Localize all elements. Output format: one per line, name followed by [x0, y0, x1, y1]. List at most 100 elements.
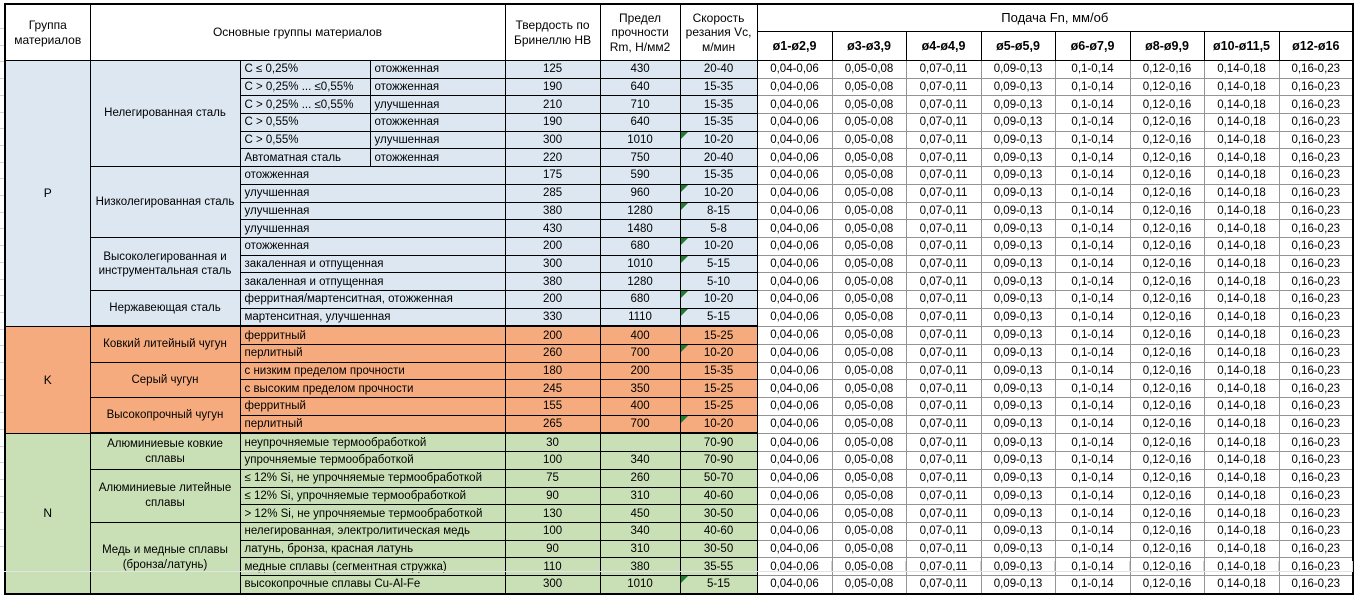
- cell-feed-8[interactable]: 0,16-0,23: [1278, 77, 1354, 97]
- cell-feed-2[interactable]: 0,05-0,08: [831, 289, 907, 309]
- cell-description[interactable]: закаленная и отпущенная: [239, 254, 506, 274]
- cell-feed-4[interactable]: 0,09-0,13: [980, 95, 1056, 115]
- cell-feed-3[interactable]: 0,07-0,11: [905, 77, 982, 97]
- cell-feed-8[interactable]: 0,16-0,23: [1278, 521, 1354, 541]
- cell-feed-3[interactable]: 0,07-0,11: [905, 289, 982, 309]
- cell-cutting-speed-vc[interactable]: 10-20: [679, 236, 758, 256]
- cell-feed-4[interactable]: 0,09-0,13: [980, 148, 1056, 168]
- cell-cutting-speed-vc[interactable]: 15-25: [679, 325, 758, 346]
- cell-feed-6[interactable]: 0,12-0,16: [1129, 236, 1205, 256]
- cell-strength-rm[interactable]: 680: [599, 236, 681, 256]
- cell-description[interactable]: ферритный: [239, 325, 506, 346]
- cell-strength-rm[interactable]: 340: [599, 521, 681, 541]
- cell-strength-rm[interactable]: 750: [599, 148, 681, 168]
- cell-feed-3[interactable]: 0,07-0,11: [905, 130, 982, 150]
- cell-cutting-speed-vc[interactable]: 10-20: [679, 344, 758, 363]
- cell-cutting-speed-vc[interactable]: 8-15: [679, 201, 758, 221]
- cell-description[interactable]: улучшенная: [239, 219, 506, 238]
- cell-feed-7[interactable]: 0,14-0,18: [1203, 60, 1280, 79]
- cell-feed-5[interactable]: 0,1-0,14: [1054, 414, 1131, 434]
- header-tensile-strength[interactable]: Предел прочности Rm, Н/мм2: [599, 3, 681, 61]
- cell-hardness-hb[interactable]: 200: [504, 236, 601, 256]
- cell-feed-1[interactable]: 0,04-0,06: [756, 432, 833, 453]
- cell-cutting-speed-vc[interactable]: 10-20: [679, 130, 758, 150]
- cell-feed-7[interactable]: 0,14-0,18: [1203, 201, 1280, 221]
- cell-feed-7[interactable]: 0,14-0,18: [1203, 325, 1280, 346]
- cell-feed-6[interactable]: 0,12-0,16: [1129, 95, 1205, 115]
- cell-feed-2[interactable]: 0,05-0,08: [831, 361, 907, 381]
- cell-description[interactable]: улучшенная: [239, 201, 506, 221]
- cell-feed-7[interactable]: 0,14-0,18: [1203, 236, 1280, 256]
- cell-description[interactable]: ≤ 12% Si, упрочняемые термообработкой: [239, 486, 506, 506]
- cell-feed-2[interactable]: 0,05-0,08: [831, 95, 907, 115]
- cell-description[interactable]: с низким пределом прочности: [239, 361, 506, 381]
- cell-feed-7[interactable]: 0,14-0,18: [1203, 468, 1280, 488]
- cell-strength-rm[interactable]: 310: [599, 486, 681, 506]
- cell-feed-2[interactable]: 0,05-0,08: [831, 325, 907, 346]
- cell-feed-4[interactable]: 0,09-0,13: [980, 130, 1056, 150]
- cell-feed-2[interactable]: 0,05-0,08: [831, 504, 907, 523]
- cell-description[interactable]: закаленная и отпущенная: [239, 272, 506, 291]
- cell-feed-3[interactable]: 0,07-0,11: [905, 95, 982, 115]
- cell-strength-rm[interactable]: 430: [599, 60, 681, 79]
- cell-feed-1[interactable]: 0,04-0,06: [756, 344, 833, 363]
- cell-hardness-hb[interactable]: 180: [504, 361, 601, 381]
- cell-feed-8[interactable]: 0,16-0,23: [1278, 432, 1354, 453]
- cell-feed-2[interactable]: 0,05-0,08: [831, 77, 907, 97]
- cell-feed-7[interactable]: 0,14-0,18: [1203, 397, 1280, 416]
- cell-cutting-speed-vc[interactable]: 15-35: [679, 77, 758, 97]
- cell-feed-8[interactable]: 0,16-0,23: [1278, 361, 1354, 381]
- cell-strength-rm[interactable]: 450: [599, 504, 681, 523]
- cell-feed-8[interactable]: 0,16-0,23: [1278, 574, 1354, 595]
- cell-feed-1[interactable]: 0,04-0,06: [756, 486, 833, 506]
- cell-feed-2[interactable]: 0,05-0,08: [831, 539, 907, 559]
- cell-feed-1[interactable]: 0,04-0,06: [756, 272, 833, 291]
- cell-feed-4[interactable]: 0,09-0,13: [980, 325, 1056, 346]
- cell-feed-5[interactable]: 0,1-0,14: [1054, 451, 1131, 470]
- cell-hardness-hb[interactable]: 380: [504, 272, 601, 291]
- cell-feed-2[interactable]: 0,05-0,08: [831, 60, 907, 79]
- cell-description[interactable]: латунь, бронза, красная латунь: [239, 539, 506, 559]
- cell-feed-2[interactable]: 0,05-0,08: [831, 344, 907, 363]
- cell-feed-4[interactable]: 0,09-0,13: [980, 307, 1056, 327]
- cell-strength-rm[interactable]: 640: [599, 113, 681, 132]
- cell-state[interactable]: улучшенная: [369, 130, 506, 150]
- cell-feed-7[interactable]: 0,14-0,18: [1203, 539, 1280, 559]
- header-diameter-6[interactable]: ø8-ø9,9: [1129, 31, 1205, 61]
- cell-feed-8[interactable]: 0,16-0,23: [1278, 95, 1354, 115]
- cell-feed-2[interactable]: 0,05-0,08: [831, 379, 907, 399]
- cell-cutting-speed-vc[interactable]: 30-50: [679, 539, 758, 559]
- cell-feed-5[interactable]: 0,1-0,14: [1054, 236, 1131, 256]
- cell-feed-4[interactable]: 0,09-0,13: [980, 504, 1056, 523]
- cell-feed-1[interactable]: 0,04-0,06: [756, 60, 833, 79]
- cell-feed-7[interactable]: 0,14-0,18: [1203, 307, 1280, 327]
- cell-feed-8[interactable]: 0,16-0,23: [1278, 201, 1354, 221]
- cell-feed-4[interactable]: 0,09-0,13: [980, 219, 1056, 238]
- cell-cutting-speed-vc[interactable]: 70-90: [679, 432, 758, 453]
- cell-feed-5[interactable]: 0,1-0,14: [1054, 539, 1131, 559]
- cell-feed-4[interactable]: 0,09-0,13: [980, 183, 1056, 203]
- cell-feed-6[interactable]: 0,12-0,16: [1129, 344, 1205, 363]
- cell-feed-2[interactable]: 0,05-0,08: [831, 574, 907, 595]
- cell-description[interactable]: > 12% Si, не упрочняемые термообработкой: [239, 504, 506, 523]
- cell-feed-4[interactable]: 0,09-0,13: [980, 254, 1056, 274]
- cell-description[interactable]: неупрочняемые термообработкой: [239, 432, 506, 453]
- cell-hardness-hb[interactable]: 300: [504, 130, 601, 150]
- cell-cutting-speed-vc[interactable]: 5-10: [679, 272, 758, 291]
- cell-hardness-hb[interactable]: 430: [504, 219, 601, 238]
- cell-strength-rm[interactable]: 200: [599, 361, 681, 381]
- cell-feed-8[interactable]: 0,16-0,23: [1278, 397, 1354, 416]
- cell-cutting-speed-vc[interactable]: 5-8: [679, 219, 758, 238]
- header-main-material-groups[interactable]: Основные группы материалов: [89, 3, 506, 61]
- cell-feed-7[interactable]: 0,14-0,18: [1203, 254, 1280, 274]
- cell-feed-1[interactable]: 0,04-0,06: [756, 77, 833, 97]
- cell-feed-8[interactable]: 0,16-0,23: [1278, 504, 1354, 523]
- cell-feed-1[interactable]: 0,04-0,06: [756, 574, 833, 595]
- cell-feed-3[interactable]: 0,07-0,11: [905, 60, 982, 79]
- cell-feed-3[interactable]: 0,07-0,11: [905, 183, 982, 203]
- cell-strength-rm[interactable]: 1010: [599, 130, 681, 150]
- cell-strength-rm[interactable]: 340: [599, 451, 681, 470]
- cell-feed-3[interactable]: 0,07-0,11: [905, 236, 982, 256]
- cell-spec[interactable]: C > 0,55%: [239, 113, 371, 132]
- cell-feed-4[interactable]: 0,09-0,13: [980, 574, 1056, 595]
